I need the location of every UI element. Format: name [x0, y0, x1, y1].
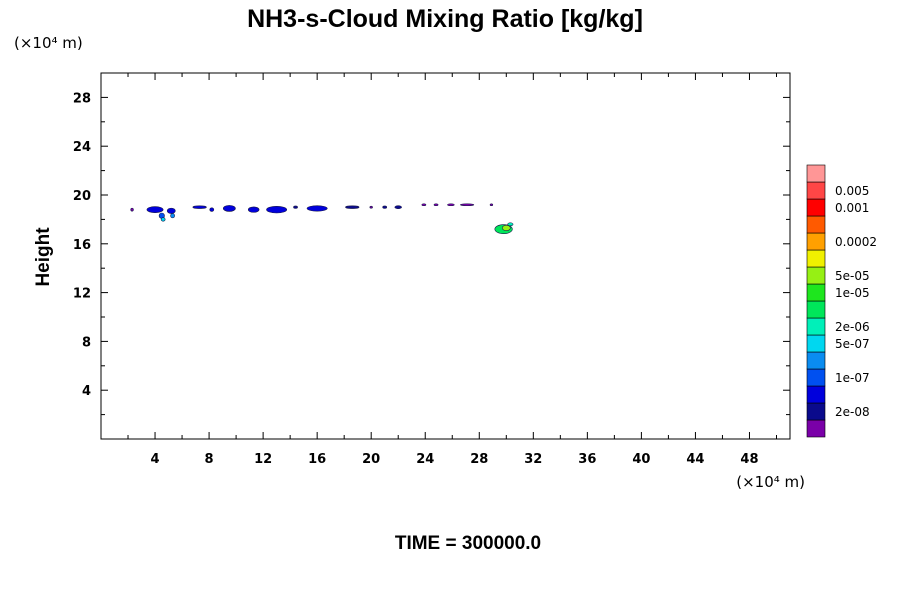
x-axis: 4 8 12 16 20 24 28 32 36 40 44 48: [127, 73, 777, 467]
cloud-blob: [192, 205, 207, 209]
y-unit-label: (×10⁴ m): [14, 34, 83, 52]
colorbar: 2e-08 1e-07 5e-07 2e-06 1e-05 5e-05 0.0002 0.00…: [806, 164, 877, 438]
colorbar-swatch: [806, 164, 826, 183]
chart-title: NH3-s-Cloud Mixing Ratio [kg/kg]: [247, 5, 643, 33]
colorbar-swatch: [806, 249, 826, 268]
colorbar-label: 1e-07: [835, 371, 870, 385]
colorbar-swatch: [806, 198, 826, 217]
colorbar-swatch: [806, 215, 826, 234]
colorbar-label: 5e-05: [835, 269, 870, 283]
cloud-blob: [507, 222, 514, 227]
colorbar-label: 1e-05: [835, 286, 870, 300]
cloud-blob: [306, 205, 328, 212]
colorbar-swatch: [806, 334, 826, 353]
x-tick-label: 40: [632, 452, 650, 467]
colorbar-swatch: [806, 368, 826, 387]
cloud-blob: [460, 203, 475, 207]
colorbar-swatch: [806, 300, 826, 319]
colorbar-swatch: [806, 351, 826, 370]
plot-frame: [100, 72, 791, 440]
cloud-blob: [489, 203, 494, 207]
colorbar-swatch: [806, 232, 826, 251]
colorbar-swatch: [806, 181, 826, 200]
colorbar-swatch: [806, 266, 826, 285]
colorbar-swatch: [806, 283, 826, 302]
cloud-blob: [433, 203, 439, 207]
x-tick-label: 12: [254, 452, 272, 467]
colorbar-label: 0.001: [835, 201, 869, 215]
cloud-blob: [369, 205, 373, 209]
x-tick-label: 28: [470, 452, 488, 467]
cloud-blob: [447, 203, 455, 207]
y-tick-label: 4: [82, 384, 91, 399]
cloud-blob: [170, 213, 175, 219]
cloud-blob: [166, 207, 176, 214]
cloud-blob: [130, 207, 134, 212]
x-tick-label: 24: [416, 452, 434, 467]
cloud-blob: [382, 205, 388, 209]
y-tick-label: 28: [73, 91, 91, 106]
y-tick-label: 12: [73, 287, 91, 302]
cloud-blob: [345, 205, 360, 209]
colorbar-swatch: [806, 402, 826, 421]
y-axis-label: Height: [33, 227, 54, 287]
x-unit-label: (×10⁴ m): [736, 473, 805, 491]
x-tick-label: 44: [686, 452, 704, 467]
cloud-blob: [146, 206, 164, 213]
y-tick-label: 16: [73, 238, 91, 253]
cloud-blob: [394, 205, 402, 210]
cloud-field: [130, 203, 514, 235]
x-tick-label: 20: [362, 452, 380, 467]
colorbar-label: 0.005: [835, 184, 869, 198]
cloud-blob: [222, 205, 236, 212]
colorbar-swatch: [806, 385, 826, 404]
y-axis: 4 8 12 16 20 24 28: [73, 72, 790, 416]
y-tick-label: 24: [73, 140, 91, 155]
colorbar-swatch: [806, 317, 826, 336]
colorbar-label: 2e-06: [835, 320, 870, 334]
colorbar-label: 5e-07: [835, 337, 870, 351]
cloud-blob: [266, 205, 288, 214]
cloud-blob: [209, 207, 215, 212]
x-tick-label: 4: [151, 452, 160, 467]
time-label: TIME = 300000.0: [395, 533, 541, 554]
cloud-blob: [421, 203, 427, 207]
x-tick-label: 36: [578, 452, 596, 467]
colorbar-label: 2e-08: [835, 405, 870, 419]
x-tick-label: 48: [740, 452, 758, 467]
cloud-blob: [247, 206, 260, 213]
cloud-blob: [293, 205, 298, 209]
x-tick-label: 32: [524, 452, 542, 467]
cloud-blob: [160, 217, 166, 222]
cloud-blob: [501, 224, 511, 231]
colorbar-label: 0.0002: [835, 235, 877, 249]
y-tick-label: 20: [73, 189, 91, 204]
y-tick-label: 8: [82, 335, 91, 350]
x-tick-label: 16: [308, 452, 326, 467]
colorbar-swatch: [806, 419, 826, 438]
x-tick-label: 8: [205, 452, 214, 467]
